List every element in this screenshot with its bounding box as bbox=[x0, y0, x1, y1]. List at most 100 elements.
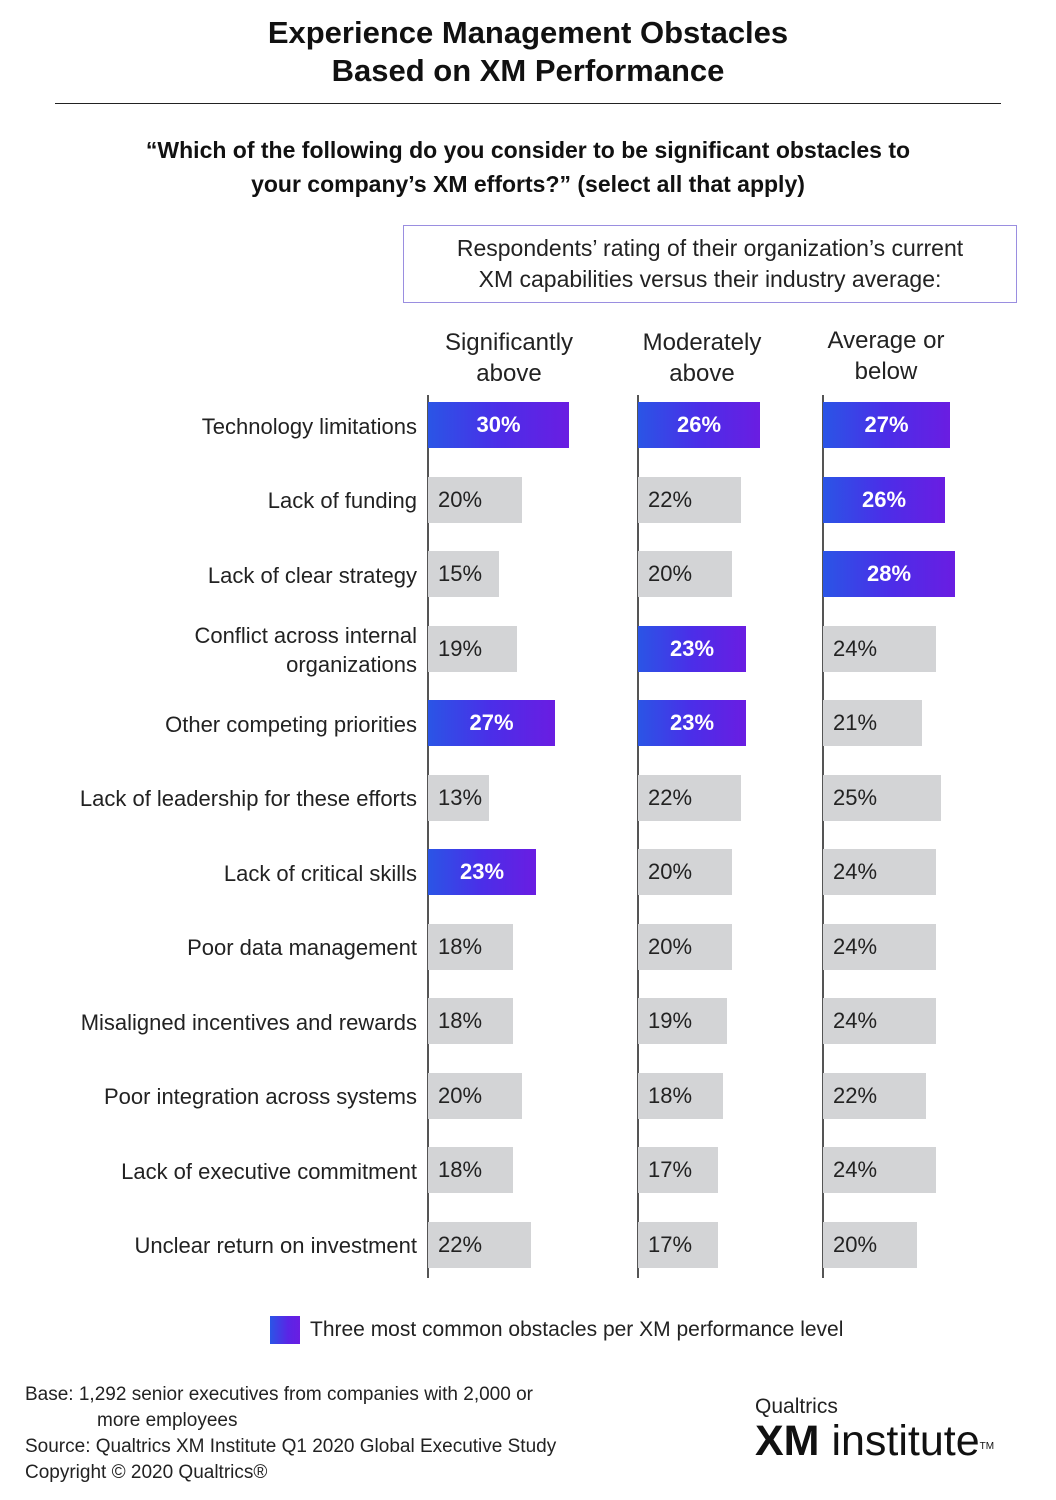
bar-value-label: 20% bbox=[833, 1231, 878, 1257]
bar-1-row-1: 30% bbox=[428, 402, 569, 448]
bar-value-label: 13% bbox=[438, 784, 483, 810]
row-label-4-line-1: Conflict across internal bbox=[194, 622, 417, 648]
bar-value-label: 23% bbox=[669, 635, 715, 661]
bar-2-row-6: 22% bbox=[638, 774, 741, 821]
row-label-6-line-1: Lack of leadership for these efforts bbox=[79, 786, 417, 811]
bar-2-row-12: 17% bbox=[638, 1221, 718, 1268]
bar-value-label: 22% bbox=[648, 784, 693, 810]
bar-value-label: 27% bbox=[864, 412, 909, 437]
footer-base-line-1: Base: 1,292 senior executives from compa… bbox=[25, 1384, 533, 1405]
footer-notes: Base: 1,292 senior executives from compa… bbox=[25, 1382, 556, 1486]
bar-value-label: 20% bbox=[648, 933, 693, 959]
row-label-3: Lack of clear strategy bbox=[17, 561, 417, 590]
bar-value-label: 24% bbox=[833, 1008, 878, 1033]
row-label-1-line-1: Technology limitations bbox=[201, 413, 417, 439]
column-header-3-line-2: below bbox=[854, 358, 918, 385]
bar-3-row-10: 22% bbox=[823, 1072, 926, 1119]
bar-2-row-11: 17% bbox=[638, 1147, 718, 1193]
rating-description-box: Respondents’ rating of their organizatio… bbox=[403, 225, 1017, 303]
row-label-4-line-2: organizations bbox=[286, 651, 417, 677]
bar-value-label: 20% bbox=[648, 859, 693, 884]
column-axis-1 bbox=[427, 395, 429, 1278]
row-label-10: Poor integration across systems bbox=[17, 1082, 417, 1111]
legend-swatch bbox=[270, 1316, 300, 1344]
bar-2-row-1: 26% bbox=[638, 402, 760, 448]
bar-value-label: 18% bbox=[438, 933, 483, 959]
column-header-3: Average or below bbox=[786, 325, 986, 387]
bar-2-row-5: 23% bbox=[638, 700, 746, 746]
column-header-1: Significantly above bbox=[409, 327, 609, 389]
bar-value-label: 20% bbox=[648, 561, 693, 586]
row-label-7-line-1: Lack of critical skills bbox=[223, 860, 417, 886]
row-label-8-line-1: Poor data management bbox=[187, 935, 417, 960]
bar-2-row-10: 18% bbox=[638, 1072, 723, 1119]
bar-value-label: 15% bbox=[438, 561, 483, 586]
logo-xm-institute-text: XM instituteTM bbox=[755, 1416, 994, 1466]
row-label-11: Lack of executive commitment bbox=[17, 1157, 417, 1186]
chart-title: Experience Management Obstacles Based on… bbox=[0, 14, 1056, 90]
legend-label: Three most common obstacles per XM perfo… bbox=[310, 1318, 844, 1341]
bar-2-row-3: 20% bbox=[638, 551, 732, 597]
bar-1-row-9: 18% bbox=[428, 998, 513, 1044]
row-label-7: Lack of critical skills bbox=[17, 859, 417, 888]
column-header-2: Moderately above bbox=[602, 327, 802, 389]
bar-3-row-11: 24% bbox=[823, 1147, 936, 1193]
bar-1-row-12: 22% bbox=[428, 1221, 531, 1268]
row-label-10-line-1: Poor integration across systems bbox=[103, 1084, 417, 1109]
row-label-5-line-1: Other competing priorities bbox=[165, 711, 417, 737]
row-label-3-line-1: Lack of clear strategy bbox=[207, 562, 417, 588]
column-axis-3 bbox=[822, 395, 824, 1278]
bar-3-row-7: 24% bbox=[823, 849, 936, 895]
bar-1-row-5: 27% bbox=[428, 700, 555, 746]
row-label-11-line-1: Lack of executive commitment bbox=[121, 1158, 417, 1184]
bar-value-label: 28% bbox=[866, 561, 912, 586]
row-label-4: Conflict across internal organizations bbox=[17, 621, 417, 679]
footer-copyright: Copyright © 2020 Qualtrics® bbox=[25, 1462, 268, 1483]
survey-question: “Which of the following do you consider … bbox=[0, 133, 1056, 201]
bar-value-label: 17% bbox=[648, 1231, 693, 1257]
bar-value-label: 26% bbox=[861, 486, 907, 512]
bar-value-label: 18% bbox=[438, 1157, 483, 1182]
bar-value-label: 23% bbox=[669, 710, 715, 735]
bar-2-row-8: 20% bbox=[638, 923, 732, 970]
bar-3-row-12: 20% bbox=[823, 1221, 917, 1268]
bar-3-row-8: 24% bbox=[823, 923, 936, 970]
bar-value-label: 24% bbox=[833, 635, 878, 661]
bar-value-label: 19% bbox=[648, 1008, 693, 1033]
bar-value-label: 27% bbox=[469, 710, 514, 735]
row-label-12: Unclear return on investment bbox=[17, 1231, 417, 1260]
bar-value-label: 21% bbox=[833, 710, 878, 735]
bar-value-label: 30% bbox=[476, 412, 521, 437]
column-header-2-line-2: above bbox=[669, 360, 735, 387]
logo-trademark: TM bbox=[979, 1441, 995, 1452]
bar-3-row-6: 25% bbox=[823, 774, 941, 821]
footer-source: Source: Qualtrics XM Institute Q1 2020 G… bbox=[25, 1436, 557, 1457]
qualtrics-xm-institute-logo: Qualtrics XM instituteTM bbox=[755, 1394, 1025, 1474]
bar-2-row-7: 20% bbox=[638, 849, 732, 895]
row-label-2: Lack of funding bbox=[17, 486, 417, 515]
bar-value-label: 26% bbox=[676, 412, 722, 437]
bar-3-row-5: 21% bbox=[823, 700, 922, 746]
bar-3-row-3: 28% bbox=[823, 551, 955, 597]
bar-value-label: 24% bbox=[833, 1157, 878, 1182]
title-divider bbox=[55, 103, 1001, 104]
bar-1-row-8: 18% bbox=[428, 923, 513, 970]
bar-1-row-3: 15% bbox=[428, 551, 499, 597]
survey-question-line-1: “Which of the following do you consider … bbox=[145, 137, 911, 163]
row-label-5: Other competing priorities bbox=[17, 710, 417, 739]
bar-value-label: 18% bbox=[438, 1008, 483, 1033]
row-label-9: Misaligned incentives and rewards bbox=[17, 1008, 417, 1037]
rating-description-line-2: XM capabilities versus their industry av… bbox=[478, 266, 942, 292]
bar-2-row-2: 22% bbox=[638, 476, 741, 523]
bar-value-label: 20% bbox=[438, 1082, 483, 1108]
bar-1-row-4: 19% bbox=[428, 625, 517, 672]
column-header-3-line-1: Average or bbox=[827, 327, 945, 354]
bar-value-label: 20% bbox=[438, 486, 483, 512]
chart-title-line-1: Experience Management Obstacles bbox=[267, 15, 789, 50]
column-header-1-line-2: above bbox=[476, 360, 542, 387]
row-label-9-line-1: Misaligned incentives and rewards bbox=[80, 1009, 417, 1035]
bar-value-label: 22% bbox=[438, 1231, 483, 1257]
bar-3-row-1: 27% bbox=[823, 402, 950, 448]
bar-1-row-2: 20% bbox=[428, 476, 522, 523]
chart-title-line-2: Based on XM Performance bbox=[331, 53, 725, 88]
